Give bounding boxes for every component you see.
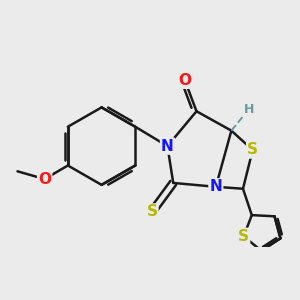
Text: N: N (209, 179, 222, 194)
Text: H: H (244, 103, 254, 116)
Text: S: S (247, 142, 258, 158)
Text: S: S (146, 205, 158, 220)
Text: O: O (38, 172, 51, 187)
Text: N: N (161, 139, 174, 154)
Text: O: O (178, 73, 191, 88)
Text: S: S (238, 229, 249, 244)
